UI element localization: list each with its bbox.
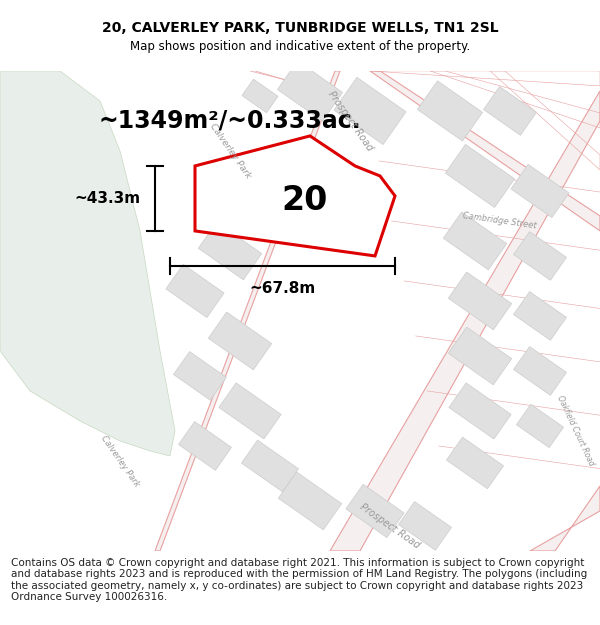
Polygon shape	[514, 347, 566, 395]
Text: ~43.3m: ~43.3m	[75, 191, 141, 206]
Polygon shape	[330, 91, 600, 551]
Text: Map shows position and indicative extent of the property.: Map shows position and indicative extent…	[130, 41, 470, 53]
Polygon shape	[446, 437, 503, 489]
Text: Calverley Park: Calverley Park	[99, 434, 141, 488]
Polygon shape	[208, 312, 272, 370]
Polygon shape	[370, 71, 600, 231]
Polygon shape	[514, 232, 566, 280]
Polygon shape	[346, 484, 404, 538]
Text: Prospect Road: Prospect Road	[326, 89, 374, 152]
Polygon shape	[418, 81, 482, 141]
Text: Cambridge Street: Cambridge Street	[463, 211, 538, 231]
Polygon shape	[166, 264, 224, 318]
Polygon shape	[198, 222, 262, 280]
Polygon shape	[511, 164, 569, 217]
Text: 20, CALVERLEY PARK, TUNBRIDGE WELLS, TN1 2SL: 20, CALVERLEY PARK, TUNBRIDGE WELLS, TN1…	[101, 21, 499, 35]
Text: Oakfield Court Road: Oakfield Court Road	[555, 394, 595, 468]
Polygon shape	[241, 440, 299, 492]
Polygon shape	[278, 472, 342, 530]
Text: Prospect Road: Prospect Road	[358, 502, 422, 550]
Text: Contains OS data © Crown copyright and database right 2021. This information is : Contains OS data © Crown copyright and d…	[11, 558, 587, 602]
Polygon shape	[530, 486, 600, 551]
Polygon shape	[277, 61, 343, 121]
Polygon shape	[517, 404, 563, 448]
Text: ~1349m²/~0.333ac.: ~1349m²/~0.333ac.	[98, 109, 361, 133]
Polygon shape	[443, 212, 507, 270]
Polygon shape	[514, 292, 566, 340]
Polygon shape	[445, 144, 515, 208]
Polygon shape	[449, 383, 511, 439]
Polygon shape	[484, 87, 536, 135]
Text: ~67.8m: ~67.8m	[250, 281, 316, 296]
Polygon shape	[334, 78, 406, 144]
Polygon shape	[398, 502, 451, 550]
Polygon shape	[448, 272, 512, 330]
Text: Calverley Park: Calverley Park	[208, 122, 253, 180]
Polygon shape	[195, 136, 395, 256]
Polygon shape	[0, 71, 175, 456]
Polygon shape	[242, 79, 278, 112]
Polygon shape	[448, 327, 512, 385]
Polygon shape	[219, 383, 281, 439]
Polygon shape	[179, 422, 232, 470]
Polygon shape	[155, 71, 340, 551]
Text: 20: 20	[282, 184, 328, 218]
Polygon shape	[173, 352, 226, 400]
